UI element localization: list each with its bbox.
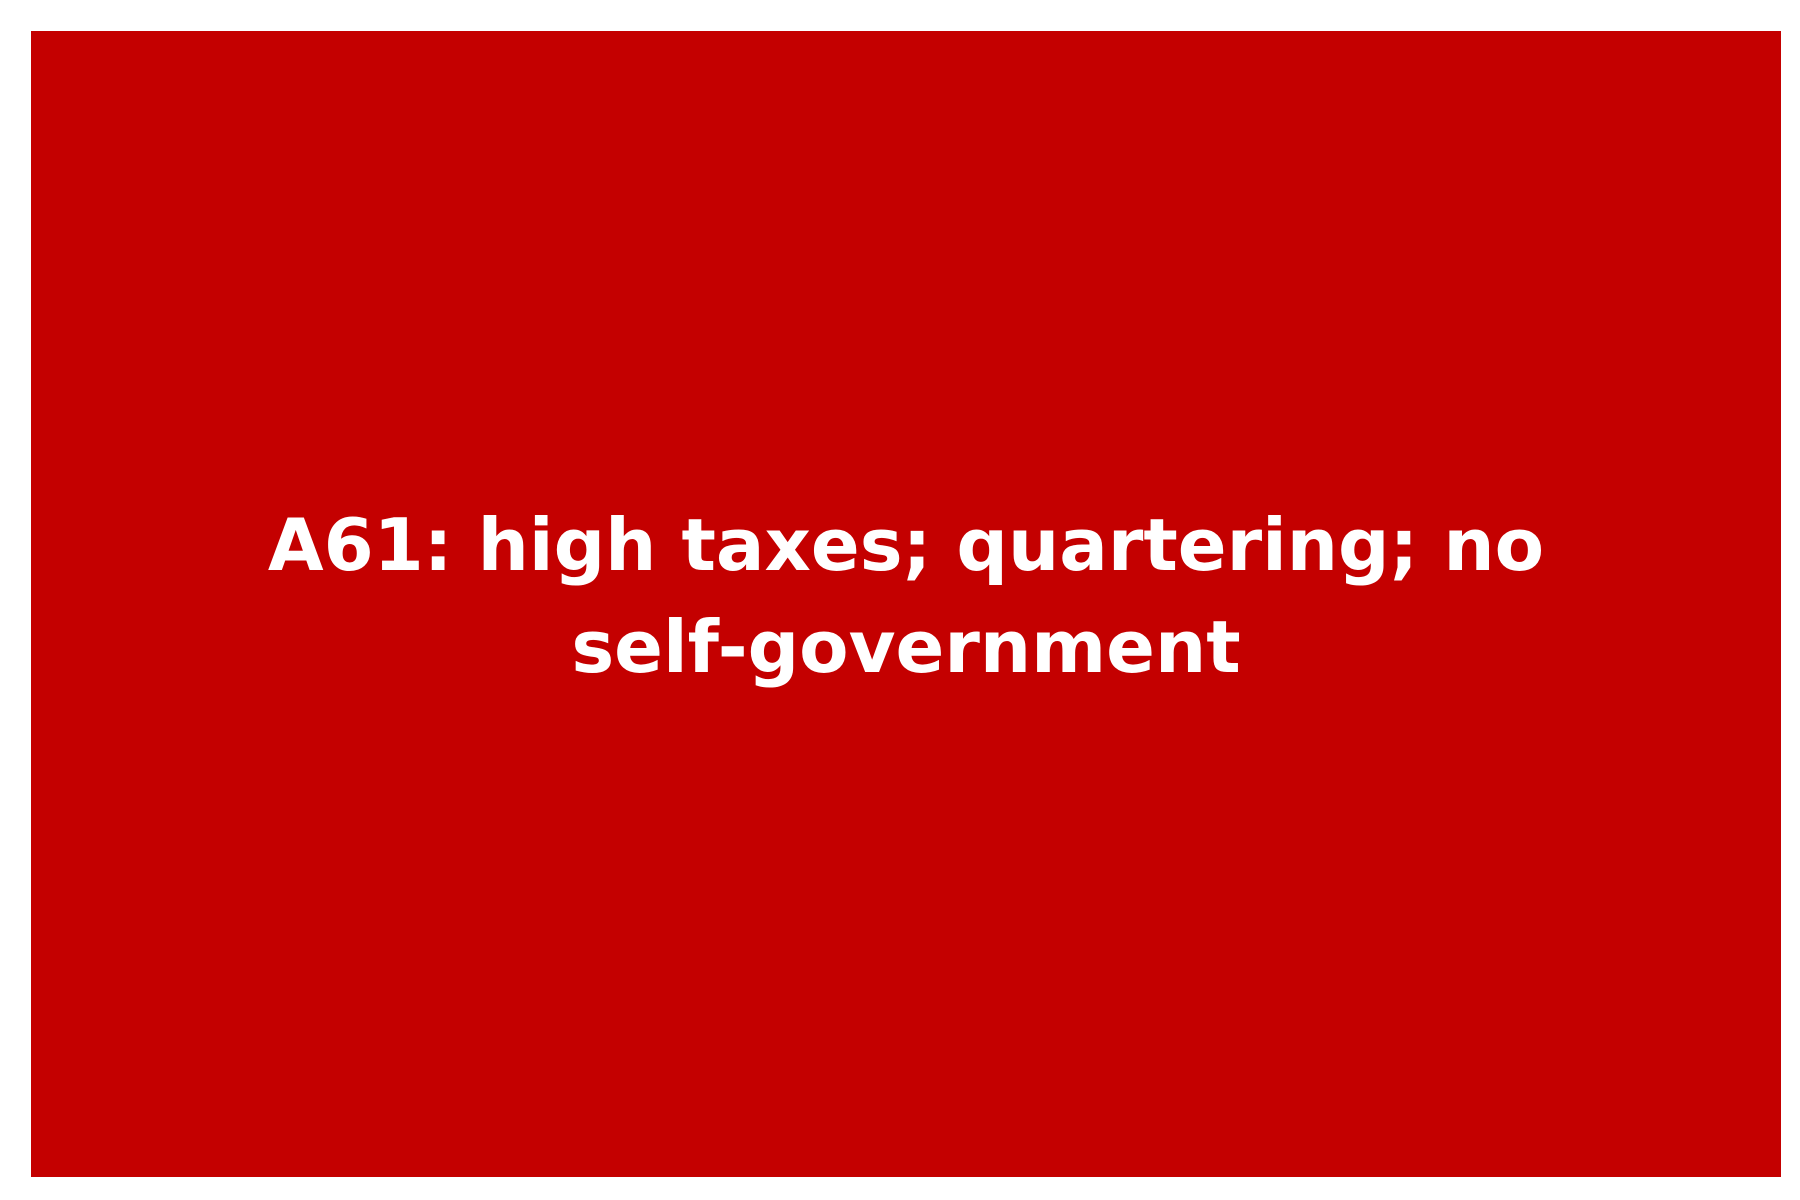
flashcard-text: A61: high taxes; quartering; no self-gov… (267, 503, 1545, 689)
flashcard: A61: high taxes; quartering; no self-gov… (31, 31, 1781, 1177)
